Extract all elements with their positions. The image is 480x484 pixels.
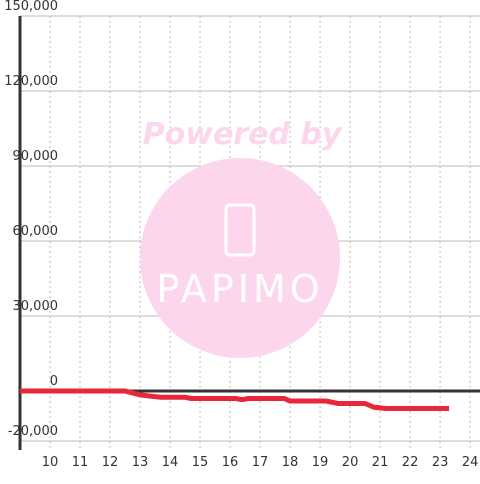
- y-tick-label: 90,000: [13, 149, 59, 164]
- y-tick-label: 60,000: [13, 224, 59, 239]
- x-tick-label: 19: [312, 455, 329, 470]
- y-tick-label: -20,000: [8, 424, 58, 439]
- x-tick-label: 20: [342, 455, 359, 470]
- x-tick-label: 22: [402, 455, 419, 470]
- x-tick-label: 10: [42, 455, 59, 470]
- x-tick-label: 13: [132, 455, 149, 470]
- watermark-text: Powered by: [143, 117, 343, 152]
- x-tick-label: 15: [192, 455, 209, 470]
- watermark-icon: [224, 203, 256, 257]
- watermark-circle: [140, 158, 340, 358]
- x-tick-label: 23: [432, 455, 449, 470]
- x-tick-label: 17: [252, 455, 269, 470]
- y-tick-label: 30,000: [13, 299, 59, 314]
- x-tick-label: 11: [72, 455, 89, 470]
- series-line: [20, 388, 450, 411]
- x-tick-label: 21: [372, 455, 389, 470]
- y-tick-label: 0: [50, 374, 58, 389]
- x-tick-label: 14: [162, 455, 179, 470]
- x-tick-label: 12: [102, 455, 119, 470]
- x-tick-label: 18: [282, 455, 299, 470]
- x-tick-label: 24: [462, 455, 479, 470]
- y-tick-label: 120,000: [4, 74, 58, 89]
- y-tick-label: 150,000: [4, 0, 58, 14]
- watermark-logo: PAPIMO: [156, 267, 323, 311]
- x-tick-label: 16: [222, 455, 239, 470]
